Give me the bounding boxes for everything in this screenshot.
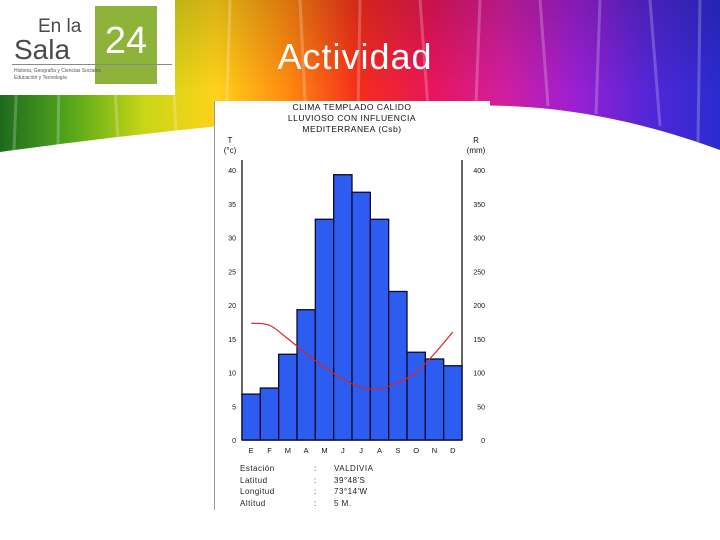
- station-value: VALDIVIA: [334, 464, 374, 473]
- logo-divider: [12, 64, 172, 65]
- left-tick-label: 20: [228, 303, 236, 310]
- month-label: N: [432, 446, 437, 455]
- left-tick-label: 0: [232, 438, 236, 445]
- precipitation-bar: [259, 387, 280, 441]
- station-sep: :: [314, 498, 317, 508]
- month-label: M: [285, 446, 291, 455]
- station-label: Altitud: [240, 498, 266, 508]
- precipitation-bar: [296, 309, 316, 441]
- right-tick-label: 200: [473, 303, 485, 310]
- right-axis-label: R: [473, 136, 479, 145]
- temperature-line: [251, 322, 454, 390]
- logo-subtitle-1: Historia, Geografía y Ciencias Sociales: [14, 68, 101, 74]
- month-label: J: [341, 446, 345, 455]
- precipitation-bar: [443, 365, 463, 441]
- station-label: Latitud: [240, 475, 268, 485]
- station-value: 5 M.: [334, 498, 352, 508]
- month-label: A: [304, 446, 309, 455]
- precipitation-bar: [333, 174, 353, 441]
- right-tick-label: 250: [473, 269, 485, 276]
- month-label: S: [395, 446, 400, 455]
- left-tick-label: 25: [228, 269, 236, 276]
- logo-text-en-la: En la: [38, 16, 82, 37]
- precipitation-bar: [278, 353, 298, 441]
- precipitation-bar: [388, 290, 408, 441]
- logo-en-la-sala-24: En la Sala 24 Historia, Geografía y Cien…: [0, 0, 175, 95]
- right-tick-label: 150: [473, 337, 485, 344]
- month-label: M: [321, 446, 327, 455]
- station-label: Estación: [240, 464, 275, 473]
- left-tick-label: 5: [232, 404, 236, 411]
- left-tick-label: 30: [228, 236, 236, 243]
- precipitation-bar: [369, 218, 390, 441]
- logo-subtitle-2: Educación y Tecnología: [14, 75, 67, 81]
- station-label: Longitud: [240, 487, 275, 496]
- right-tick-label: 350: [473, 202, 485, 209]
- chart-title-line: CLIMA TEMPLADO CALIDO: [293, 102, 412, 112]
- precipitation-bar: [406, 351, 426, 441]
- left-tick-label: 15: [228, 337, 236, 344]
- chart-title-line: MEDITERRANEA (Csb): [302, 124, 401, 134]
- station-sep: :: [314, 487, 317, 496]
- slide-title: Actividad: [277, 36, 433, 77]
- logo-text-sala: Sala: [14, 34, 71, 65]
- left-tick-label: 40: [228, 168, 236, 175]
- right-tick-label: 0: [481, 438, 485, 445]
- logo-number-box: 24: [95, 6, 157, 84]
- station-value: 39°48'S: [334, 475, 366, 485]
- precipitation-bar: [351, 191, 371, 441]
- station-value: 73°14'W: [334, 487, 368, 496]
- right-tick-label: 400: [473, 168, 485, 175]
- month-label: A: [377, 446, 382, 455]
- right-tick-label: 100: [473, 371, 485, 378]
- right-axis-label: (mm): [467, 146, 486, 155]
- station-sep: :: [314, 464, 317, 473]
- month-label: O: [413, 446, 419, 455]
- climate-chart-panel: CLIMA TEMPLADO CALIDO LLUVIOSO CON INFLUE…: [214, 101, 490, 510]
- precipitation-bar: [241, 393, 261, 441]
- chart-title-line: LLUVIOSO CON INFLUENCIA: [288, 113, 416, 123]
- precipitation-bar: [424, 358, 445, 441]
- month-label: J: [359, 446, 363, 455]
- right-tick-label: 50: [477, 404, 485, 411]
- month-label: F: [267, 446, 272, 455]
- left-tick-label: 10: [228, 371, 236, 378]
- month-label: E: [249, 446, 254, 455]
- left-tick-label: 35: [228, 202, 236, 209]
- left-axis-label: T: [228, 136, 233, 145]
- month-label: D: [450, 446, 456, 455]
- left-axis-label: (°c): [224, 146, 237, 155]
- precipitation-bar: [314, 218, 335, 441]
- station-sep: :: [314, 475, 317, 485]
- right-tick-label: 300: [473, 236, 485, 243]
